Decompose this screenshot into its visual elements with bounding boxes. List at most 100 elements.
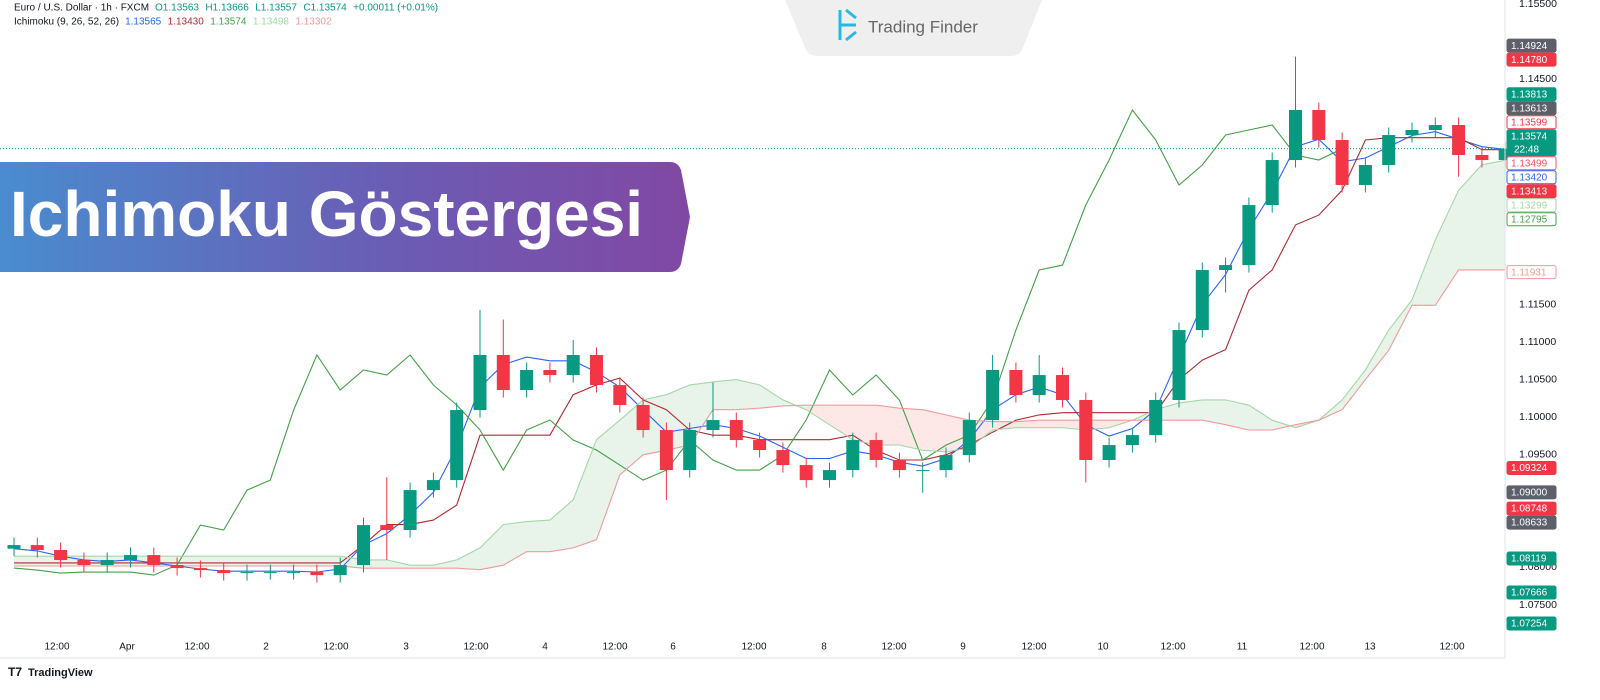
x-tick-label: Apr xyxy=(119,642,135,653)
cloud xyxy=(177,556,201,566)
candle-body xyxy=(636,405,650,431)
candle-body xyxy=(520,370,534,390)
x-tick-label: 12:00 xyxy=(1439,642,1464,653)
cloud xyxy=(1179,399,1203,421)
cloud xyxy=(1248,405,1273,430)
price-label-text: 1.07666 xyxy=(1511,588,1548,599)
cloud xyxy=(1039,420,1063,428)
indicator-value: 1.13574 xyxy=(210,17,247,28)
logo-icon xyxy=(838,8,857,42)
price-label-box xyxy=(1506,485,1557,500)
candle-body xyxy=(357,525,370,566)
price-label-text: 1.11931 xyxy=(1511,267,1547,278)
candle-body xyxy=(1242,205,1256,266)
price-label: 1.13413 xyxy=(1506,184,1557,199)
cloud xyxy=(503,521,527,566)
cloud xyxy=(1388,299,1412,351)
candle-body xyxy=(147,555,161,566)
price-label: 1.07666 xyxy=(1506,585,1557,600)
candle-body xyxy=(986,370,1000,421)
candle-body xyxy=(1079,399,1093,461)
cloud xyxy=(689,381,713,445)
candle-body xyxy=(450,410,464,481)
candle-body xyxy=(776,450,790,466)
candle-body xyxy=(613,385,627,406)
y-tick-label: 1.09500 xyxy=(1519,449,1557,461)
countdown: 22:48 xyxy=(1514,144,1539,155)
banner xyxy=(0,162,690,272)
x-tick-label: 12:00 xyxy=(602,642,627,653)
cloud xyxy=(549,499,574,552)
candle-body xyxy=(823,470,836,481)
x-tick-label: 12:00 xyxy=(463,642,488,653)
candle-body xyxy=(217,570,231,574)
price-label-text: 1.14924 xyxy=(1511,41,1548,52)
cloud xyxy=(456,547,480,570)
candle-body xyxy=(1149,399,1163,436)
x-tick-label: 9 xyxy=(960,642,966,653)
candle-body xyxy=(1358,164,1372,185)
cloud xyxy=(876,405,900,445)
candle-body xyxy=(263,572,277,574)
price-label: 1.08119 xyxy=(1506,551,1557,566)
price-label-box xyxy=(1506,212,1557,227)
candle-body xyxy=(659,430,673,471)
cloud xyxy=(316,556,341,566)
candle-body xyxy=(403,490,417,531)
candle-body xyxy=(846,440,860,471)
price-label: 1.13813 xyxy=(1506,87,1557,102)
price-label: 1.07254 xyxy=(1506,616,1557,631)
price-label-text: 1.13499 xyxy=(1511,158,1548,169)
x-tick-label: 4 xyxy=(542,642,548,653)
cloud xyxy=(1015,420,1040,428)
x-tick-label: 6 xyxy=(670,642,676,653)
price-label: 1.13574 22:48 xyxy=(1506,129,1557,157)
x-tick-label: 10 xyxy=(1097,642,1109,653)
price-label-box xyxy=(1506,551,1557,566)
price-label-box xyxy=(1506,101,1557,116)
x-tick-label: 2 xyxy=(263,642,269,653)
cloud xyxy=(596,420,620,540)
price-label-box xyxy=(1506,501,1557,516)
x-tick-label: 12:00 xyxy=(1160,642,1185,653)
price-label: 1.13613 xyxy=(1506,101,1557,116)
indicator-line xyxy=(14,269,1506,571)
candle-body xyxy=(30,545,44,551)
cloud xyxy=(922,409,946,452)
cloud xyxy=(1458,164,1482,270)
candle-body xyxy=(962,420,976,456)
ohlc-value: L1.13557 xyxy=(255,3,297,14)
cloud xyxy=(200,556,224,566)
cloud xyxy=(573,439,597,548)
indicator-name: Ichimoku (9, 26, 52, 26) xyxy=(14,17,119,28)
banner-title: Ichimoku Göstergesi xyxy=(10,178,643,250)
candle-body xyxy=(706,420,720,431)
candle-body xyxy=(683,430,697,471)
price-label: 1.13299 xyxy=(1506,198,1557,213)
candle-body xyxy=(1056,375,1069,400)
y-tick-label: 1.11500 xyxy=(1519,298,1556,310)
price-label-box xyxy=(1506,515,1557,530)
price-label-box xyxy=(1506,115,1557,130)
cloud xyxy=(829,405,853,440)
price-label: 1.08633 xyxy=(1506,515,1557,530)
x-tick-label: 12:00 xyxy=(1021,642,1046,653)
cloud xyxy=(1365,330,1389,380)
cloud xyxy=(713,379,737,410)
ohlc-value: H1.13666 xyxy=(205,3,249,14)
candle-body xyxy=(100,560,114,566)
price-label-text: 1.13420 xyxy=(1511,172,1548,183)
candle-body xyxy=(1312,109,1326,140)
indicator-line xyxy=(13,108,1343,576)
x-tick-label: 8 xyxy=(821,642,827,653)
cloud xyxy=(1202,399,1226,425)
cloud xyxy=(1435,190,1459,306)
price-label: 1.14924 xyxy=(1506,38,1557,53)
candle-body xyxy=(1125,435,1139,446)
price-label-text: 1.14780 xyxy=(1511,55,1548,66)
price-label-text: 1.08748 xyxy=(1511,504,1548,515)
y-tick-label: 1.10500 xyxy=(1519,373,1557,385)
price-label-box xyxy=(1506,184,1557,199)
logo-text: Trading Finder xyxy=(868,17,978,36)
